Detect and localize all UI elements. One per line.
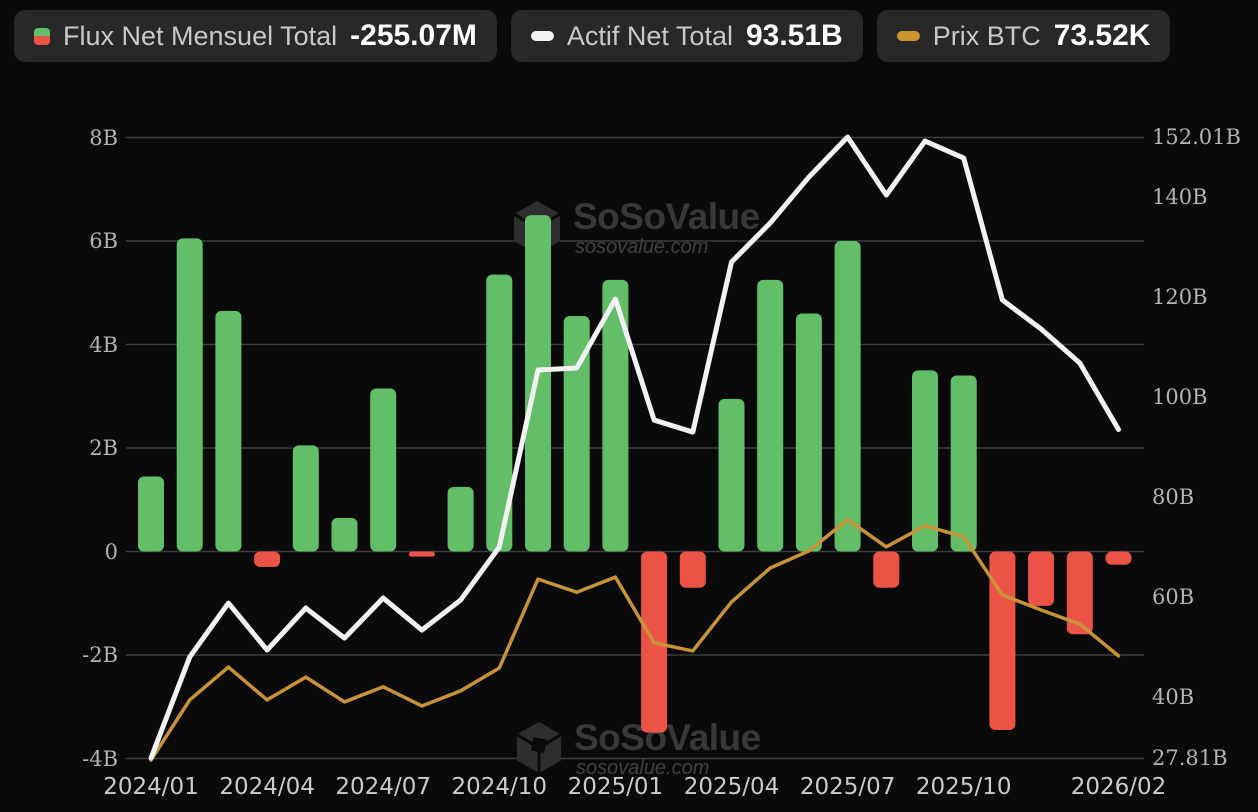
watermark-domain-text: sosovalue.com (575, 236, 709, 258)
x-axis-tick-2024/10: 2024/10 (451, 774, 548, 800)
sosovalue-logo-icon (516, 722, 562, 773)
x-axis-tick-2024/01: 2024/01 (103, 774, 199, 800)
y-axis-right-tick-40B: 40B (1152, 685, 1195, 710)
y-axis-left-tick-0: 0 (104, 539, 118, 564)
bar-2024/10[interactable] (486, 274, 513, 552)
bar-2024/12[interactable] (563, 316, 590, 552)
y-axis-left-tick-2B: 2B (89, 436, 118, 460)
x-axis-tick-2025/07: 2025/07 (799, 774, 896, 800)
y-axis-right-tick-80B: 80B (1152, 485, 1195, 510)
bar-2025/05[interactable] (757, 279, 784, 552)
y-axis-left-tick--2B: -2B (82, 643, 118, 667)
bar-2025/01[interactable] (602, 279, 629, 552)
bar-2026/01[interactable] (1066, 551, 1093, 635)
bar-2025/03[interactable] (679, 551, 706, 588)
x-axis-tick-2026/02: 2026/02 (1070, 774, 1167, 800)
legend-label-actif: Actif Net Total (566, 20, 733, 51)
legend-chip-flux[interactable]: Flux Net Mensuel Total -255.07M (14, 10, 497, 62)
y-axis-right-tick-120B: 120B (1152, 285, 1208, 310)
bar-2025/04[interactable] (718, 398, 745, 552)
x-axis-tick-2025/04: 2025/04 (683, 774, 780, 800)
actif-net-total-line[interactable] (148, 134, 1121, 761)
y-axis-right-tick-140B: 140B (1152, 185, 1208, 210)
bar-2024/09[interactable] (447, 486, 474, 552)
y-axis-right-tick-27.81B: 27.81B (1152, 746, 1228, 770)
watermark-brand-text: SoSoValue (573, 196, 760, 237)
x-axis-tick-2024/07: 2024/07 (335, 774, 431, 800)
y-axis-right-tick-60B: 60B (1152, 585, 1195, 610)
y-axis-left-tick--4B: -4B (82, 746, 118, 771)
bar-2025/09[interactable] (912, 370, 938, 552)
y-axis-right-tick-100B: 100B (1152, 385, 1208, 410)
bar-2024/02[interactable] (176, 238, 203, 552)
prix-btc-line[interactable] (149, 517, 1121, 762)
bar-2025/10[interactable] (950, 375, 977, 552)
bar-2025/07[interactable] (834, 241, 861, 552)
legend-value-actif: 93.51B (745, 19, 843, 52)
bar-2024/08[interactable] (408, 551, 435, 557)
y-axis-left-tick-6B: 6B (89, 229, 118, 253)
bar-2026/02[interactable] (1105, 551, 1132, 565)
watermark-domain-text: sosovalue.com (576, 757, 710, 779)
bar-2024/01[interactable] (138, 476, 164, 552)
bar-2024/11[interactable] (525, 215, 551, 552)
legend-value-flux: -255.07M (350, 19, 477, 52)
bar-2024/07[interactable] (370, 388, 397, 552)
bar-2024/06[interactable] (331, 517, 358, 552)
bar-2025/12[interactable] (1028, 551, 1055, 606)
y-axis-left-tick-8B: 8B (89, 125, 118, 150)
x-axis-tick-2024/04: 2024/04 (219, 774, 315, 800)
bar-2024/03[interactable] (215, 310, 242, 552)
legend: Flux Net Mensuel Total -255.07M Actif Ne… (14, 10, 1171, 62)
legend-chip-btc[interactable]: Prix BTC 73.52K (876, 10, 1171, 62)
bar-2025/06[interactable] (795, 313, 822, 552)
btc-series-icon (896, 31, 920, 41)
watermark-bottom: SoSoValue sosovalue.com (514, 719, 761, 779)
bar-2024/05[interactable] (292, 445, 319, 552)
flux-series-icon (34, 27, 50, 45)
x-axis-tick-2025/01: 2025/01 (567, 774, 664, 800)
x-axis-tick-2025/10: 2025/10 (915, 774, 1012, 800)
legend-value-btc: 73.52K (1053, 19, 1151, 52)
legend-chip-actif[interactable]: Actif Net Total 93.51B (510, 10, 863, 62)
bar-2025/08[interactable] (873, 551, 900, 588)
legend-label-btc: Prix BTC (932, 20, 1041, 51)
watermark-brand-text: SoSoValue (574, 717, 761, 758)
actif-series-icon (530, 31, 554, 41)
y-axis-left-tick-4B: 4B (89, 332, 118, 357)
legend-label-flux: Flux Net Mensuel Total (63, 20, 338, 51)
bar-2024/04[interactable] (254, 551, 281, 568)
y-axis-right-tick-152.01B: 152.01B (1152, 125, 1241, 149)
